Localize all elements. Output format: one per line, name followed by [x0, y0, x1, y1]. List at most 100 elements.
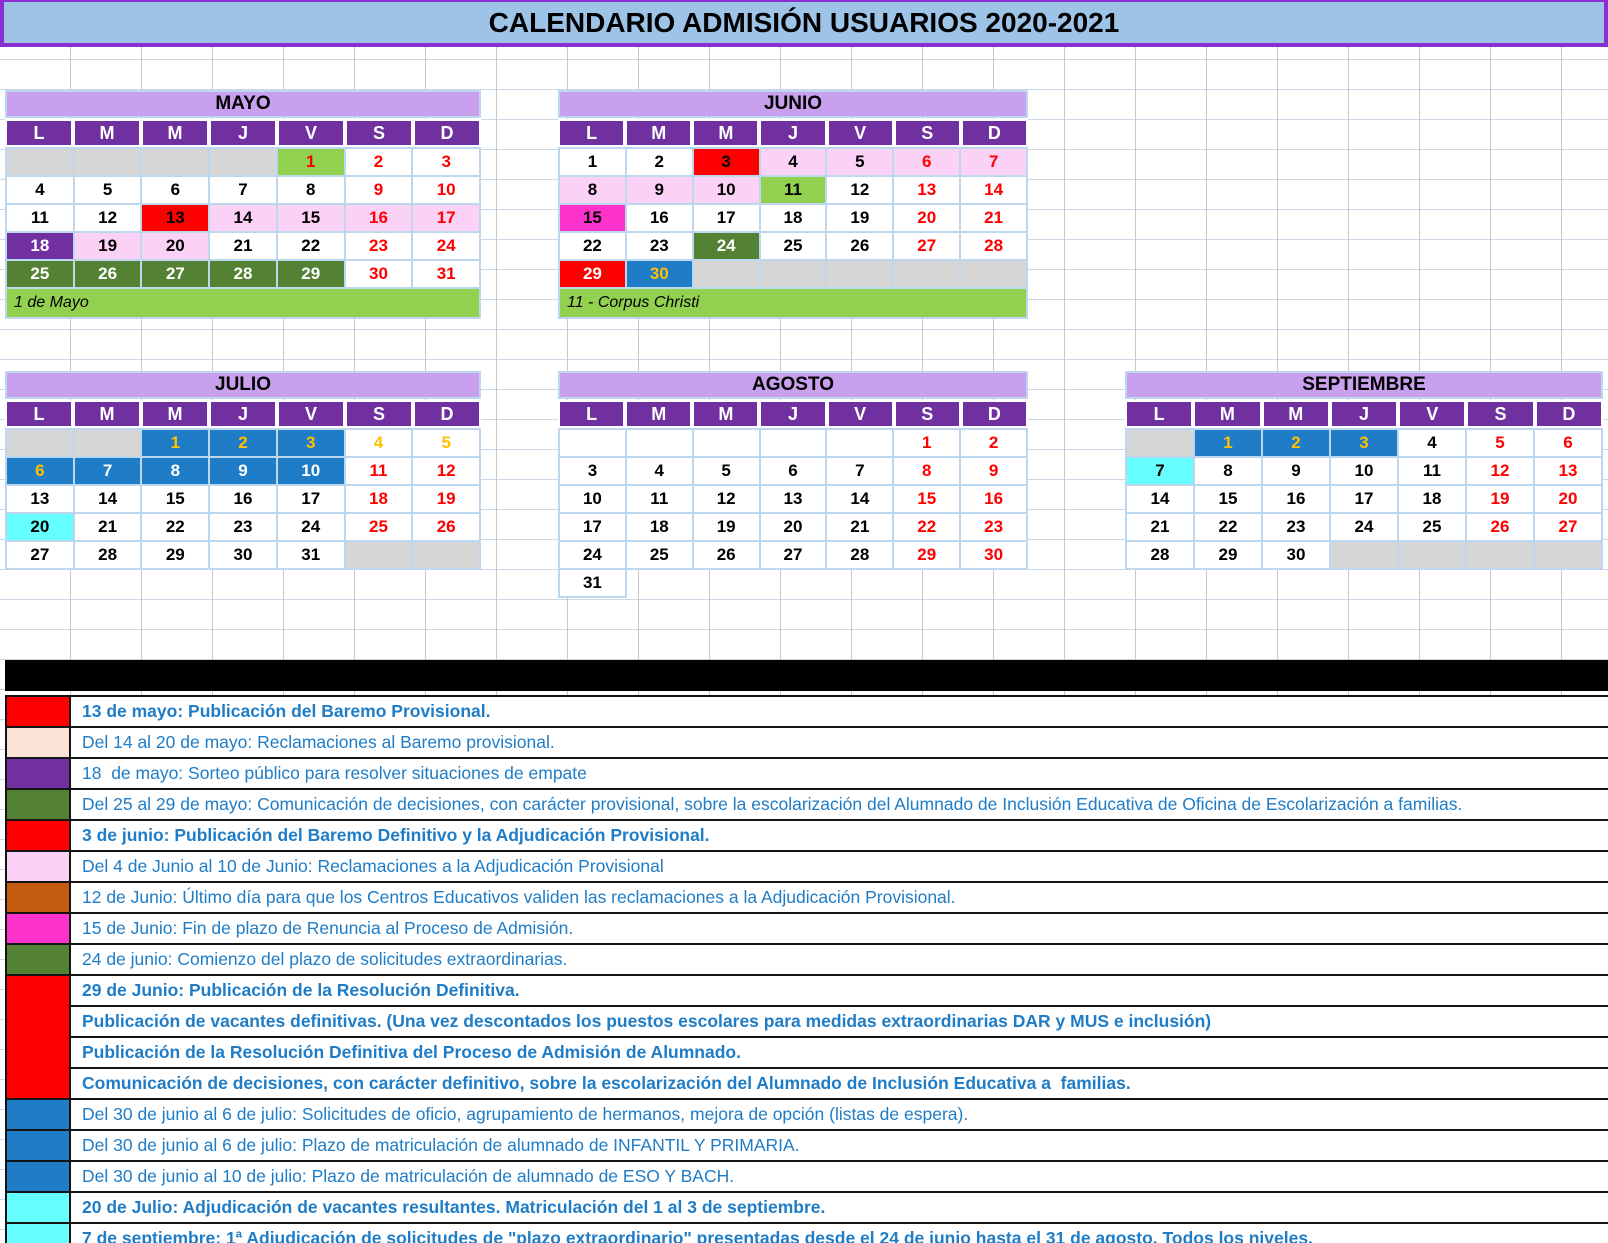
- day-cell: 12: [411, 456, 482, 486]
- weekday-header: D: [413, 400, 481, 428]
- weekday-header: S: [345, 119, 413, 147]
- legend-color-swatch: [7, 883, 71, 912]
- calendar-week-row: 31: [558, 568, 1028, 598]
- day-cell: 13: [1533, 456, 1603, 486]
- legend-color-swatch: [7, 852, 71, 881]
- weekday-header: L: [5, 119, 73, 147]
- day-cell: 23: [624, 231, 694, 261]
- legend-color-swatch: [7, 790, 71, 819]
- weekday-header: V: [826, 119, 894, 147]
- day-cell: 31: [558, 568, 627, 598]
- day-cell: 8: [892, 456, 962, 486]
- legend-text: Del 14 al 20 de mayo: Reclamaciones al B…: [82, 732, 555, 752]
- weekday-header: J: [209, 400, 277, 428]
- legend-table: 13 de mayo: Publicación del Baremo Provi…: [5, 695, 1608, 1243]
- weekday-header: M: [141, 400, 209, 428]
- day-cell: 2: [208, 428, 278, 458]
- legend-text: 12 de Junio: Último día para que los Cen…: [82, 887, 956, 907]
- calendar-week-row: 22 23 24 25 26 27 28: [558, 231, 1029, 261]
- calendar-week-row: 29 30: [558, 259, 1029, 289]
- legend-row: Del 25 al 29 de mayo: Comunicación de de…: [7, 790, 1608, 821]
- day-cell: 23: [1261, 512, 1331, 542]
- legend-text: 15 de Junio: Fin de plazo de Renuncia al…: [82, 918, 574, 938]
- day-cell: 3: [1329, 428, 1399, 458]
- day-cell: 16: [343, 203, 414, 233]
- day-cell: 7: [825, 456, 895, 486]
- day-cell: [208, 147, 278, 177]
- legend-text: Del 30 de junio al 6 de julio: Solicitud…: [82, 1104, 969, 1124]
- day-cell: 3: [411, 147, 482, 177]
- day-cell: 21: [208, 231, 278, 261]
- day-cell: 4: [343, 428, 414, 458]
- day-cell: 25: [758, 231, 828, 261]
- legend-text: Comunicación de decisiones, con carácter…: [82, 1073, 1131, 1093]
- day-cell: 27: [1533, 512, 1603, 542]
- month-title: MAYO: [5, 90, 481, 118]
- legend-text: Publicación de vacantes definitivas. (Un…: [71, 1007, 1608, 1038]
- day-cell: 27: [140, 259, 211, 289]
- day-cell: [1397, 540, 1467, 570]
- legend-text: Del 4 de Junio al 10 de Junio: Reclamaci…: [82, 856, 664, 876]
- day-cell: 16: [1261, 484, 1331, 514]
- legend-text-group: 29 de Junio: Publicación de la Resolució…: [71, 976, 1608, 1098]
- weekday-header: L: [558, 119, 626, 147]
- legend-text: Del 30 de junio al 6 de julio: Plazo de …: [82, 1135, 800, 1155]
- day-cell: 22: [558, 231, 627, 261]
- day-cell: 5: [1465, 428, 1535, 458]
- day-cell: 4: [5, 175, 75, 205]
- day-cell: 7: [72, 456, 143, 486]
- day-cell: 12: [1465, 456, 1535, 486]
- day-cell: 28: [72, 540, 143, 570]
- weekday-header: S: [345, 400, 413, 428]
- day-cell: 12: [691, 484, 761, 514]
- day-cell: 22: [1193, 512, 1263, 542]
- weekday-header: V: [826, 400, 894, 428]
- day-cell: 21: [959, 203, 1029, 233]
- day-cell: 26: [691, 540, 761, 570]
- day-cell: 26: [1465, 512, 1535, 542]
- day-cell: 11: [5, 203, 75, 233]
- calendar-week-row: 27 28 29 30 31: [5, 540, 482, 570]
- day-cell: 14: [72, 484, 143, 514]
- day-cell: 27: [892, 231, 962, 261]
- day-cell: 20: [892, 203, 962, 233]
- day-cell: 29: [558, 259, 627, 289]
- day-cell: 15: [892, 484, 962, 514]
- day-cell: [558, 428, 627, 458]
- weekday-header: D: [1534, 400, 1603, 428]
- day-cell: [825, 259, 895, 289]
- day-cell: 25: [343, 512, 414, 542]
- day-cell: 30: [624, 259, 694, 289]
- day-cell: [624, 428, 694, 458]
- calendar-week-row: 6 7 8 9 10 11 12: [5, 456, 482, 486]
- day-cell: 18: [624, 512, 694, 542]
- day-cell: 6: [758, 456, 828, 486]
- legend-color-swatch: [7, 697, 71, 726]
- day-cell: 8: [1193, 456, 1263, 486]
- day-cell: 31: [275, 540, 346, 570]
- legend-row: Del 30 de junio al 6 de julio: Plazo de …: [7, 1131, 1608, 1162]
- day-cell: 1: [558, 147, 627, 177]
- weekday-header: M: [1193, 400, 1262, 428]
- day-cell: 26: [72, 259, 143, 289]
- day-cell: 20: [140, 231, 211, 261]
- day-cell: 17: [691, 203, 761, 233]
- day-cell: 9: [624, 175, 694, 205]
- day-cell: 8: [558, 175, 627, 205]
- legend-text: Publicación de la Resolución Definitiva …: [71, 1038, 1608, 1069]
- calendar-week-row: 28 29 30: [1125, 540, 1603, 570]
- calendar-week-row: 20 21 22 23 24 25 26: [5, 512, 482, 542]
- day-cell: 18: [343, 484, 414, 514]
- day-cell: [759, 568, 828, 598]
- day-cell: [825, 428, 895, 458]
- day-cell: [1465, 540, 1535, 570]
- day-cell: 26: [825, 231, 895, 261]
- day-cell: 2: [343, 147, 414, 177]
- calendar-week-row: 24 25 26 27 28 29 30: [558, 540, 1029, 570]
- day-cell: 7: [959, 147, 1029, 177]
- calendar-month-mayo: MAYO L M M J V S D 1 2 3 4 5 6 7 8 9 10 11 12 13 14 15 16 17 18 19…: [5, 90, 482, 319]
- legend-text: Del 30 de junio al 10 de julio: Plazo de…: [82, 1166, 735, 1186]
- day-cell: 27: [758, 540, 828, 570]
- day-cell: 1: [275, 147, 346, 177]
